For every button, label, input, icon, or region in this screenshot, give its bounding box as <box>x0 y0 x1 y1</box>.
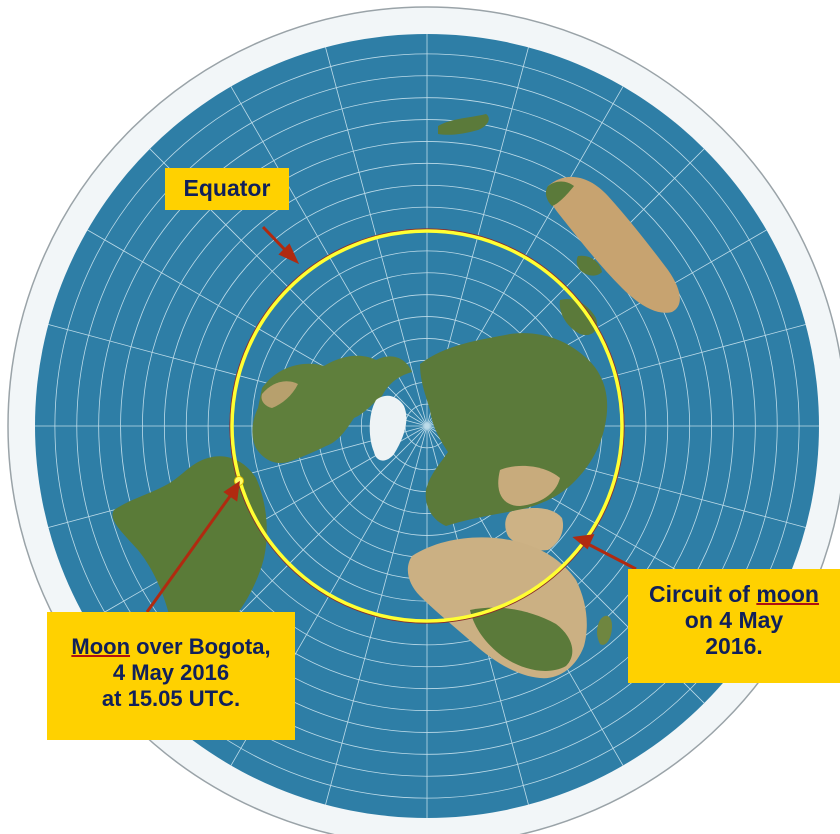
new-zealand <box>438 114 489 135</box>
moon-bogota-line1: Moon over Bogota, <box>47 634 295 660</box>
moon-circuit-word: moon <box>756 581 819 607</box>
moon-bogota-line2: 4 May 2016 <box>112 660 230 685</box>
africa-green <box>470 607 573 671</box>
greenland <box>369 395 407 461</box>
moon-circuit-line2: on 4 May <box>684 607 784 633</box>
arabia <box>505 508 564 551</box>
moon-circuit-line <box>230 229 624 623</box>
eurasia-desert <box>498 465 560 506</box>
australia <box>547 176 680 313</box>
equator-label: Equator <box>183 175 271 201</box>
moon-circuit-line1: Circuit of moon <box>628 581 840 607</box>
australia-coast <box>545 181 574 206</box>
bogota-arrow <box>145 491 235 613</box>
indonesia <box>559 298 598 336</box>
moon-circuit-line3: 2016. <box>705 633 763 659</box>
equator-arrow <box>261 225 290 255</box>
north-america-desert <box>261 381 298 408</box>
moon-bogota-line1-rest: over Bogota, <box>130 634 271 659</box>
equator-arrowhead <box>278 243 300 265</box>
circuit-arrowhead <box>572 534 595 550</box>
moon-bogota-callout: Moon over Bogota, 4 May 2016 at 15.05 UT… <box>47 612 295 740</box>
eurasia <box>420 333 608 526</box>
moon-bogota-line3: at 15.05 UTC. <box>101 686 241 711</box>
madagascar <box>597 615 612 645</box>
moon-circuit-callout: Circuit of moon on 4 May 2016. <box>628 569 840 683</box>
moon-circuit-line1-pre: Circuit of <box>649 581 757 607</box>
circuit-arrow <box>585 541 637 571</box>
equator-callout: Equator <box>165 168 289 210</box>
equator-line <box>229 228 625 624</box>
bogota-arrowhead <box>223 480 240 502</box>
new-guinea <box>576 255 602 276</box>
arrows <box>145 225 637 613</box>
moon-word: Moon <box>71 634 131 659</box>
